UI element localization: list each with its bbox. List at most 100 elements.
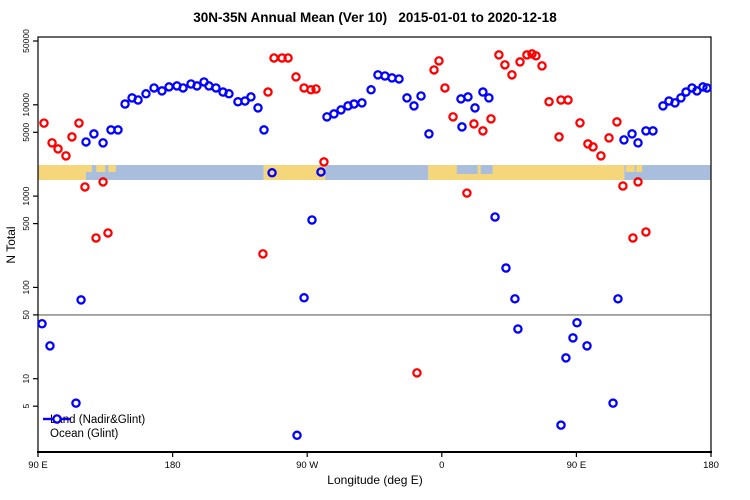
- y-tick-label: 10000: [21, 93, 31, 117]
- land-data-point: [291, 72, 301, 82]
- ocean-data-point: [676, 93, 686, 103]
- land-data-point: [507, 70, 517, 80]
- ocean-data-point: [457, 122, 467, 132]
- ocean-data-point: [513, 324, 523, 334]
- map-band-island: [96, 165, 106, 172]
- ocean-data-point: [648, 126, 658, 136]
- legend-label: Ocean (Glint): [50, 428, 119, 440]
- land-data-point: [633, 177, 643, 187]
- y-axis-label: N Total: [4, 226, 18, 264]
- ocean-data-point: [501, 263, 511, 273]
- land-data-point: [575, 118, 585, 128]
- y-tick-label: 500: [21, 216, 31, 230]
- ocean-data-point: [572, 318, 582, 328]
- plot-frame: [37, 36, 712, 453]
- ocean-data-point: [556, 420, 566, 430]
- land-data-point: [440, 83, 450, 93]
- land-data-point: [531, 51, 541, 61]
- ocean-data-point: [582, 341, 592, 351]
- ocean-data-point: [357, 98, 367, 108]
- land-data-point: [554, 132, 564, 142]
- ocean-data-point: [670, 98, 680, 108]
- land-data-point: [563, 95, 573, 105]
- ocean-data-point: [336, 105, 346, 115]
- land-data-point: [53, 144, 63, 154]
- ocean-data-point: [246, 92, 256, 102]
- land-data-point: [478, 126, 488, 136]
- map-band-ocean-segment: [325, 165, 429, 180]
- land-data-point: [91, 233, 101, 243]
- land-data-point: [522, 50, 532, 60]
- y-tick-label: 5000: [21, 123, 31, 142]
- ocean-data-point: [698, 82, 708, 92]
- map-band-island: [79, 165, 92, 172]
- ocean-data-point: [349, 99, 359, 109]
- land-data-point: [537, 61, 547, 71]
- ocean-data-point: [149, 83, 159, 93]
- land-data-point: [258, 249, 268, 259]
- land-data-point: [103, 228, 113, 238]
- legend-marker-icon: [43, 414, 71, 424]
- legend-item-ocean: Ocean (Glint): [42, 414, 145, 441]
- ocean-data-point: [490, 212, 500, 222]
- land-data-point: [500, 60, 510, 70]
- ocean-data-point: [292, 430, 302, 441]
- ocean-data-point: [478, 87, 488, 97]
- land-data-point: [277, 53, 287, 63]
- ocean-data-point: [133, 95, 143, 105]
- ocean-data-point: [619, 135, 629, 145]
- land-data-point: [628, 233, 638, 243]
- land-data-point: [306, 85, 316, 95]
- ocean-data-point: [633, 138, 643, 148]
- ocean-data-point: [402, 93, 412, 103]
- x-tick-label: 180: [165, 460, 181, 471]
- land-data-point: [544, 97, 554, 107]
- ocean-data-point: [76, 295, 86, 305]
- x-axis-label: Longitude (deg E): [327, 473, 423, 487]
- land-data-point: [39, 118, 49, 128]
- land-data-point: [429, 65, 439, 75]
- map-band-ocean-segment: [85, 165, 264, 180]
- ocean-data-point: [463, 92, 473, 102]
- x-tick-label: 180: [703, 460, 719, 471]
- x-tick-label: 0: [439, 460, 444, 471]
- land-data-point: [462, 188, 472, 198]
- land-data-point: [263, 87, 273, 97]
- ocean-data-point: [561, 353, 571, 363]
- ocean-data-point: [470, 103, 480, 113]
- ocean-data-point: [120, 99, 130, 109]
- ocean-data-point: [316, 167, 326, 177]
- land-data-point: [588, 142, 598, 152]
- ocean-data-point: [702, 83, 712, 93]
- land-data-point: [311, 84, 321, 94]
- ocean-data-point: [113, 125, 123, 135]
- land-data-point: [269, 53, 279, 63]
- land-data-point: [515, 57, 525, 67]
- ocean-data-point: [164, 82, 174, 92]
- x-tick-label: 90 E: [567, 460, 587, 471]
- legend-label: Land (Nadir&Glint): [50, 414, 146, 426]
- land-data-point: [319, 157, 329, 167]
- map-band-island: [625, 165, 635, 172]
- land-data-point: [448, 112, 458, 122]
- y-tick-label: 50: [21, 310, 31, 320]
- ocean-data-point: [608, 398, 618, 408]
- ocean-data-point: [424, 129, 434, 139]
- ocean-data-point: [211, 83, 221, 93]
- y-tick-label: 100: [21, 280, 31, 294]
- land-data-point: [434, 56, 444, 66]
- land-data-point: [80, 182, 90, 192]
- x-tick-label: 90 W: [296, 460, 318, 471]
- ocean-data-point: [329, 109, 339, 119]
- ocean-data-point: [627, 129, 637, 139]
- land-data-point: [61, 151, 71, 161]
- ocean-data-point: [192, 81, 202, 91]
- land-data-point: [47, 138, 57, 148]
- x-tick-label: 90 E: [28, 460, 48, 471]
- land-data-point: [618, 181, 628, 191]
- ocean-data-point: [366, 85, 376, 95]
- map-band-inland-sea: [456, 165, 478, 174]
- land-data-point: [494, 50, 504, 60]
- ocean-data-point: [307, 215, 317, 225]
- ocean-data-point: [658, 101, 668, 111]
